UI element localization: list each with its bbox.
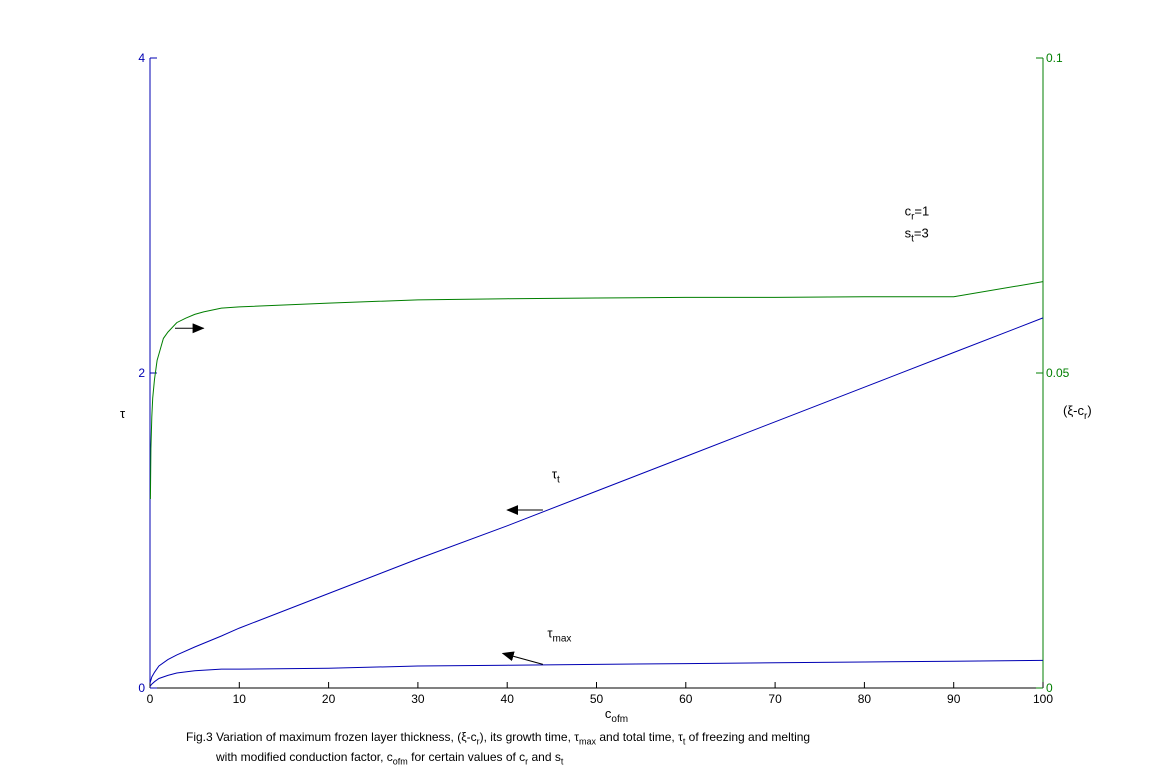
x-tick-label: 20 <box>322 692 336 706</box>
x-tick-label: 80 <box>858 692 872 706</box>
series-line-2 <box>149 317 1044 684</box>
caption-text: Fig.3 Variation of maximum frozen layer … <box>186 730 477 744</box>
axis-labels: cofm τ (ξ-cr) <box>120 403 1092 725</box>
right-y-tick-label: 0 <box>1046 681 1053 695</box>
right-y-tick-label: 0.1 <box>1046 51 1063 65</box>
left-y-axis-label: τ <box>120 406 126 421</box>
caption-sub: r <box>525 756 529 767</box>
caption-sub: t <box>560 756 564 767</box>
annotation-arrow <box>501 651 544 665</box>
x-tick-label: 60 <box>679 692 693 706</box>
x-tick-label: 30 <box>411 692 425 706</box>
x-tick-label: 0 <box>147 692 154 706</box>
figure-caption-line-1: Fig.3 Variation of maximum frozen layer … <box>186 730 810 746</box>
x-tick-label: 90 <box>947 692 961 706</box>
left-y-tick-label: 4 <box>138 51 145 65</box>
caption-text: and total time, τ <box>596 730 683 744</box>
series-line-3 <box>149 659 1044 687</box>
caption-text: of freezing and melting <box>685 730 811 744</box>
figure-caption-line-2: with modified conduction factor, cofm fo… <box>216 750 563 766</box>
right-y-axis-label: (ξ-cr) <box>1063 403 1092 422</box>
annotation-label: τt <box>552 467 560 486</box>
x-tick-label: 10 <box>233 692 247 706</box>
annotation-label: st=3 <box>905 226 929 245</box>
x-tick-label: 100 <box>1033 692 1053 706</box>
caption-text: ), its growth time, τ <box>479 730 580 744</box>
annotations: τt τmax cr=1 st=3 <box>175 204 929 665</box>
caption-text: for certain values of c <box>407 750 526 764</box>
annotation-label: τmax <box>547 626 571 645</box>
x-tick-label: 50 <box>590 692 604 706</box>
left-y-tick-label: 2 <box>138 366 145 380</box>
caption-sub: max <box>579 736 597 747</box>
caption-sub: t <box>682 736 686 747</box>
right-y-tick-label: 0.05 <box>1046 366 1070 380</box>
series-group <box>149 281 1044 687</box>
annotation-label: cr=1 <box>905 204 930 223</box>
caption-sub: r <box>476 736 480 747</box>
x-tick-label: 70 <box>768 692 782 706</box>
x-axis-label: cofm <box>605 706 628 725</box>
series-line-1 <box>149 281 1044 500</box>
caption-sub: ofm <box>392 756 408 767</box>
caption-text: with modified conduction factor, c <box>216 750 393 764</box>
x-tick-label: 40 <box>501 692 515 706</box>
left-y-tick-label: 0 <box>138 681 145 695</box>
caption-text: and s <box>528 750 561 764</box>
